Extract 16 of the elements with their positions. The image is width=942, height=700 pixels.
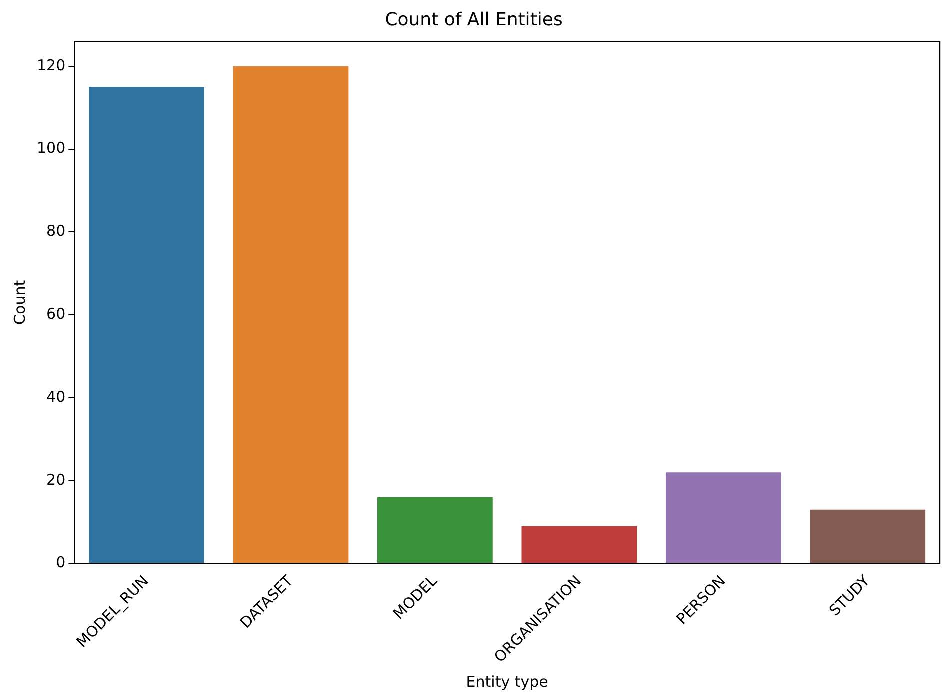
y-tick-label: 100 [36, 139, 66, 158]
x-axis-title: Entity type [466, 672, 548, 691]
chart-title: Count of All Entities [385, 9, 563, 30]
bar [810, 510, 926, 564]
y-axis-title: Count [10, 280, 29, 325]
bar [666, 472, 782, 564]
y-tick-label: 20 [46, 470, 66, 489]
y-tick-label: 40 [46, 388, 66, 406]
y-tick-label: 80 [46, 222, 66, 240]
bar [89, 87, 204, 564]
y-tick-label: 120 [36, 56, 66, 74]
bar [233, 66, 349, 564]
y-tick-label: 60 [46, 305, 66, 324]
bar [378, 497, 493, 564]
y-tick-label: 0 [56, 554, 66, 572]
bar [522, 526, 638, 564]
